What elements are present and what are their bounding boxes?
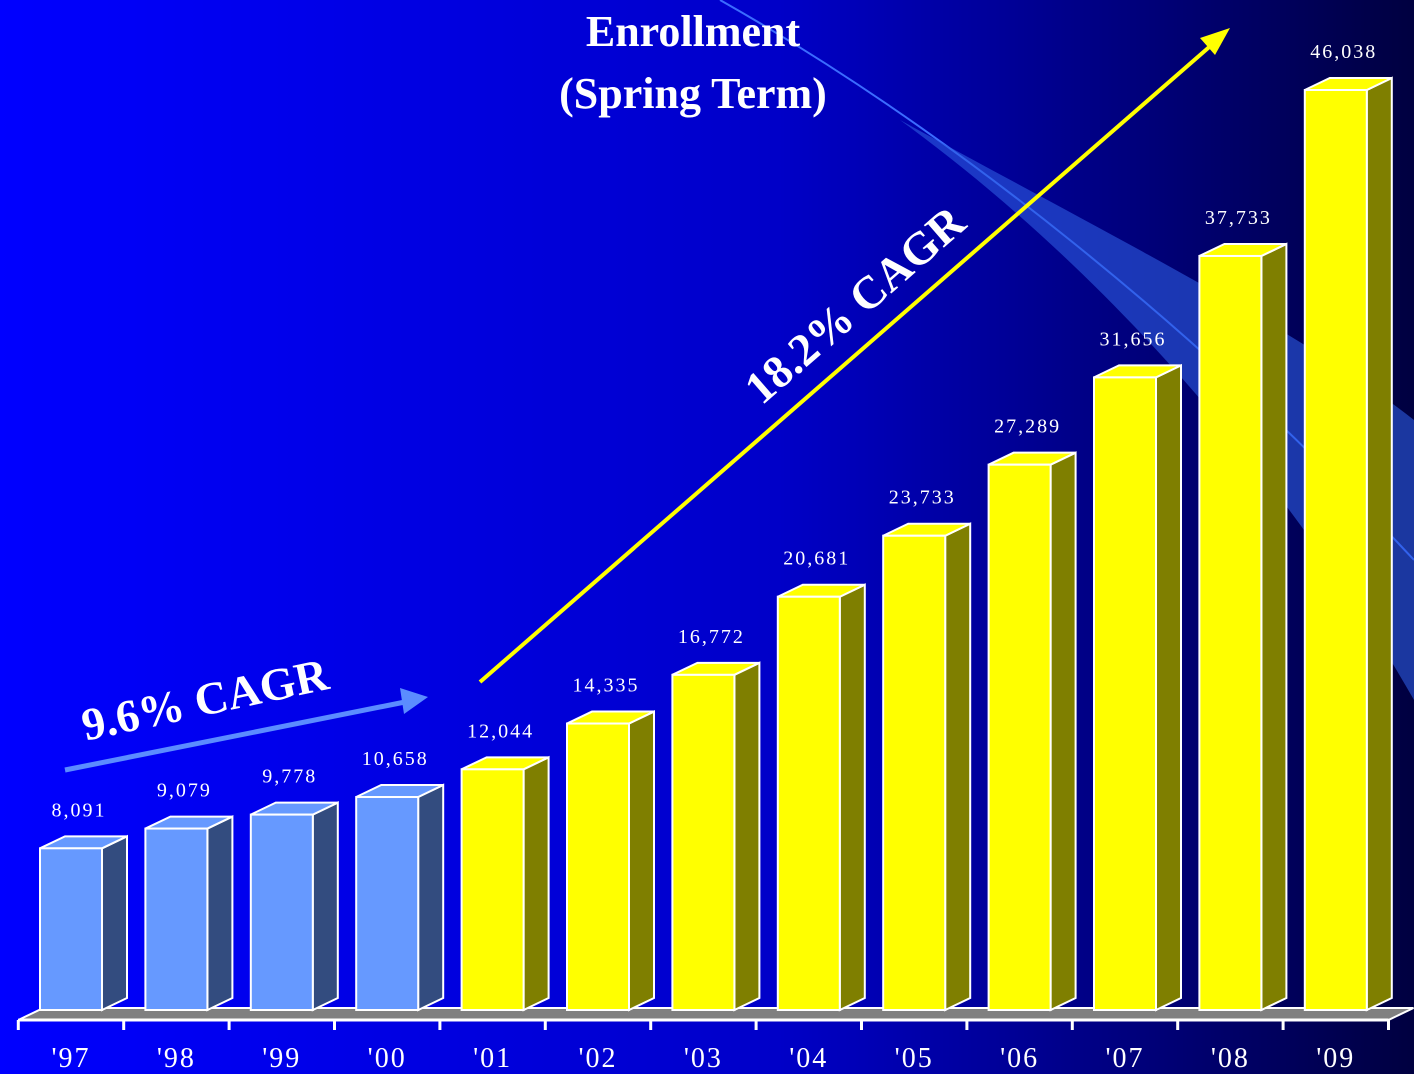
bar	[249, 813, 314, 1012]
bar	[39, 847, 103, 1011]
bar-side	[944, 522, 972, 1012]
arrow-head	[1200, 28, 1230, 55]
bar	[776, 595, 841, 1011]
bar	[1198, 254, 1263, 1012]
value-label: 10,658	[362, 748, 429, 770]
bar-side	[311, 801, 339, 1012]
bar	[987, 463, 1052, 1012]
bar-side	[206, 814, 234, 1012]
bar-side	[628, 709, 655, 1012]
x-tick-label: '05	[895, 1043, 934, 1074]
bar	[566, 722, 630, 1011]
bar	[1303, 89, 1368, 1011]
value-label: 14,335	[573, 675, 640, 697]
bar-side	[1155, 363, 1182, 1012]
x-tick-label: '97	[51, 1043, 90, 1074]
arrow	[64, 698, 411, 773]
bar-side	[733, 661, 761, 1012]
x-tick-label: '00	[368, 1043, 407, 1074]
value-label: 23,733	[889, 487, 956, 509]
value-label: 31,656	[1100, 328, 1167, 350]
value-label: 37,733	[1205, 207, 1272, 229]
bar	[671, 673, 736, 1011]
bar-side	[838, 583, 866, 1012]
x-tick-label: '98	[157, 1043, 196, 1074]
bar-side	[1049, 451, 1077, 1012]
x-tick-label: '08	[1211, 1043, 1250, 1074]
bar-side	[101, 834, 128, 1012]
chart-title: Enrollment	[586, 7, 801, 56]
value-label: 9,778	[262, 766, 317, 788]
chart-subtitle: (Spring Term)	[559, 69, 827, 118]
value-label: 27,289	[994, 416, 1061, 438]
bar	[1093, 376, 1157, 1011]
x-tick-label: '09	[1316, 1043, 1355, 1074]
x-tick-label: '06	[1000, 1043, 1039, 1074]
arrow	[478, 40, 1217, 684]
bar-side	[1365, 76, 1393, 1012]
x-tick-label: '07	[1105, 1043, 1144, 1074]
arrow-head	[400, 688, 428, 714]
bar-side	[522, 755, 550, 1012]
x-tick-label: '03	[684, 1043, 723, 1074]
bar	[460, 768, 525, 1012]
bar-side	[1260, 242, 1288, 1012]
value-label: 16,772	[678, 626, 745, 648]
bar	[355, 796, 420, 1011]
x-tick-label: '99	[262, 1043, 301, 1074]
x-tick-label: '04	[789, 1043, 828, 1074]
x-tick-label: '01	[473, 1043, 512, 1074]
bar	[144, 827, 209, 1012]
value-label: 12,044	[467, 720, 534, 742]
value-label: 20,681	[783, 548, 850, 570]
bar	[882, 534, 947, 1012]
value-label: 9,079	[157, 780, 212, 802]
value-label: 46,038	[1310, 41, 1377, 63]
value-label: 8,091	[52, 799, 107, 821]
bar-side	[417, 783, 445, 1012]
x-tick-label: '02	[578, 1043, 617, 1074]
